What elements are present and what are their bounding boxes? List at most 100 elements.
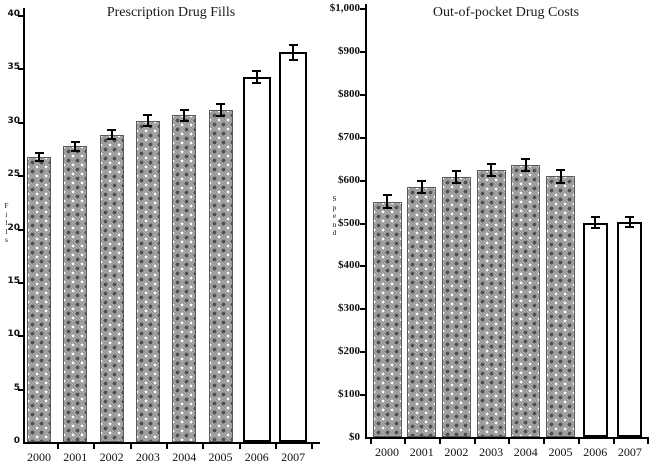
- error-bar-2005: [559, 169, 562, 183]
- ytick-label: $800: [338, 87, 360, 100]
- ytick-mark: [18, 281, 23, 284]
- error-bar-cap-top-2001: [70, 141, 80, 144]
- error-bar-2002: [110, 130, 113, 139]
- error-bar-2005: [219, 103, 222, 117]
- xtick-mark: [274, 444, 277, 449]
- xtick-mark: [202, 444, 205, 449]
- xtick-label-2005: 2005: [208, 450, 233, 464]
- error-bar-cap-bottom-2006: [252, 82, 262, 85]
- bar-2007: [617, 222, 643, 437]
- bar-2005: [208, 110, 233, 442]
- ytick-label: 30: [7, 115, 20, 126]
- xtick-mark: [238, 444, 241, 449]
- y-axis: [365, 4, 367, 439]
- bar-2004: [172, 115, 197, 442]
- error-bar-cap-top-2003: [486, 163, 496, 166]
- error-bar-cap-bottom-2007: [625, 226, 635, 229]
- error-bar-cap-top-2000: [382, 194, 392, 197]
- xtick-label-2007: 2007: [281, 450, 306, 464]
- error-bar-cap-top-2004: [521, 158, 531, 161]
- bar-2007: [279, 52, 308, 442]
- ytick-label: 5: [13, 382, 20, 393]
- ytick-mark: [18, 15, 23, 17]
- ytick-label: $200: [338, 345, 360, 358]
- xtick-mark: [166, 444, 169, 449]
- xtick-mark: [57, 444, 60, 449]
- ytick-label: 20: [7, 222, 20, 233]
- ytick-mark: [360, 50, 365, 53]
- bar-2003: [135, 120, 160, 442]
- ytick-mark: [360, 351, 365, 354]
- ytick-label: $500: [338, 216, 360, 229]
- chart-title-out-of-pocket-drug-costs: Out-of-pocket Drug Costs: [432, 5, 580, 20]
- error-bar-cap-top-2002: [107, 129, 117, 132]
- xtick-mark: [93, 444, 96, 449]
- error-bar-cap-bottom-2000: [34, 160, 44, 163]
- bar-2000: [372, 201, 402, 437]
- ytick-mark: [360, 394, 365, 397]
- error-bar-cap-bottom-2003: [486, 175, 496, 178]
- bar-2006: [582, 222, 608, 437]
- ytick-label: $0: [349, 431, 360, 443]
- bar-2006: [242, 76, 271, 442]
- xtick-label-2006: 2006: [583, 445, 608, 459]
- error-bar-cap-bottom-2005: [556, 181, 565, 184]
- xtick-label-2006: 2006: [244, 450, 269, 464]
- ytick-mark: [360, 308, 365, 311]
- bar-2001: [407, 186, 437, 437]
- ytick-mark: [18, 68, 23, 71]
- error-bar-cap-top-2001: [417, 179, 427, 182]
- error-bar-2007: [628, 216, 631, 228]
- ytick-label: $300: [338, 302, 360, 315]
- xtick-mark: [508, 439, 511, 444]
- ytick-label: $900: [338, 44, 360, 57]
- xtick-label-2003: 2003: [479, 445, 504, 459]
- chart-title-prescription-drug-fills: Prescription Drug Fills: [106, 5, 236, 20]
- error-bar-2000: [386, 195, 388, 209]
- error-bar-2001: [420, 180, 423, 193]
- error-bar-2004: [183, 110, 186, 121]
- error-bar-2001: [74, 142, 77, 151]
- error-bar-cap-top-2004: [179, 109, 189, 111]
- ytick-label: $400: [338, 259, 360, 272]
- ytick-mark: [360, 222, 365, 225]
- error-bar-cap-bottom-2000: [382, 207, 392, 210]
- xtick-mark: [612, 439, 615, 444]
- xtick-label-2005: 2005: [548, 445, 573, 459]
- ytick-label: 40: [7, 9, 20, 19]
- error-bar-2004: [524, 159, 527, 172]
- xtick-label-2000: 2000: [27, 450, 51, 464]
- error-bar-2007: [292, 44, 295, 60]
- ytick-label: 15: [7, 275, 20, 286]
- error-bar-cap-top-2005: [556, 168, 565, 171]
- ytick-mark: [360, 179, 365, 182]
- error-bar-cap-bottom-2005: [216, 115, 225, 118]
- bar-2004: [511, 165, 541, 437]
- y-axis-title: S p e n d: [332, 195, 337, 238]
- y-axis-title: F i l l s: [4, 202, 9, 245]
- ytick-mark: [360, 265, 365, 268]
- error-bar-2006: [594, 217, 597, 228]
- xtick-label-2002: 2002: [99, 450, 124, 464]
- xtick-label-2007: 2007: [617, 445, 642, 459]
- xtick-label-2003: 2003: [135, 450, 160, 464]
- xtick-label-2000: 2000: [375, 445, 399, 459]
- ytick-mark: [18, 121, 23, 124]
- error-bar-cap-top-2002: [451, 170, 461, 173]
- error-bar-cap-bottom-2002: [107, 137, 117, 140]
- error-bar-cap-bottom-2001: [70, 149, 80, 152]
- bar-2000: [27, 156, 51, 442]
- error-bar-cap-bottom-2007: [288, 58, 298, 61]
- error-bar-cap-top-2006: [590, 216, 600, 219]
- error-bar-cap-top-2000: [34, 151, 44, 154]
- error-bar-cap-bottom-2002: [451, 182, 461, 185]
- ytick-label: 35: [7, 62, 20, 73]
- error-bar-cap-top-2006: [252, 69, 262, 72]
- error-bar-2002: [455, 171, 458, 184]
- error-bar-cap-top-2007: [625, 215, 635, 218]
- ytick-mark: [18, 228, 23, 231]
- bar-2002: [441, 177, 471, 437]
- ytick-mark: [360, 93, 365, 96]
- error-bar-cap-bottom-2003: [143, 125, 153, 128]
